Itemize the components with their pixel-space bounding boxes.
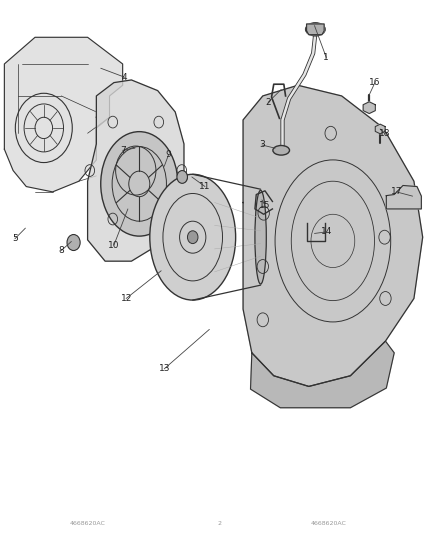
Text: 1: 1 (323, 53, 329, 62)
Text: 9: 9 (166, 150, 172, 159)
Text: 2: 2 (265, 98, 271, 107)
Polygon shape (4, 37, 123, 192)
Text: 2: 2 (217, 521, 221, 526)
Text: 12: 12 (120, 294, 132, 303)
Ellipse shape (67, 235, 80, 251)
Text: 4: 4 (122, 73, 127, 82)
Text: 10: 10 (108, 241, 120, 249)
Text: 18: 18 (379, 129, 390, 138)
Text: 13: 13 (159, 365, 170, 373)
Text: 11: 11 (199, 182, 211, 191)
Ellipse shape (255, 190, 266, 284)
Polygon shape (307, 24, 324, 35)
Polygon shape (251, 341, 394, 408)
Text: 4668620AC: 4668620AC (311, 521, 346, 526)
Polygon shape (88, 80, 184, 261)
Text: 17: 17 (391, 188, 402, 196)
Polygon shape (375, 124, 385, 134)
Ellipse shape (306, 23, 325, 36)
Polygon shape (386, 185, 421, 209)
Text: 3: 3 (259, 141, 265, 149)
Ellipse shape (150, 174, 236, 300)
Text: 14: 14 (321, 228, 332, 236)
Ellipse shape (187, 231, 198, 244)
Ellipse shape (177, 171, 187, 183)
Ellipse shape (179, 172, 187, 182)
Ellipse shape (273, 146, 290, 155)
Text: 15: 15 (259, 201, 271, 209)
Text: 8: 8 (58, 246, 64, 255)
Text: 5: 5 (12, 235, 18, 243)
Polygon shape (243, 85, 423, 386)
Ellipse shape (101, 132, 178, 236)
Text: 16: 16 (369, 78, 381, 87)
Text: 4668620AC: 4668620AC (70, 521, 106, 526)
Polygon shape (363, 102, 375, 114)
Text: 7: 7 (120, 146, 126, 155)
